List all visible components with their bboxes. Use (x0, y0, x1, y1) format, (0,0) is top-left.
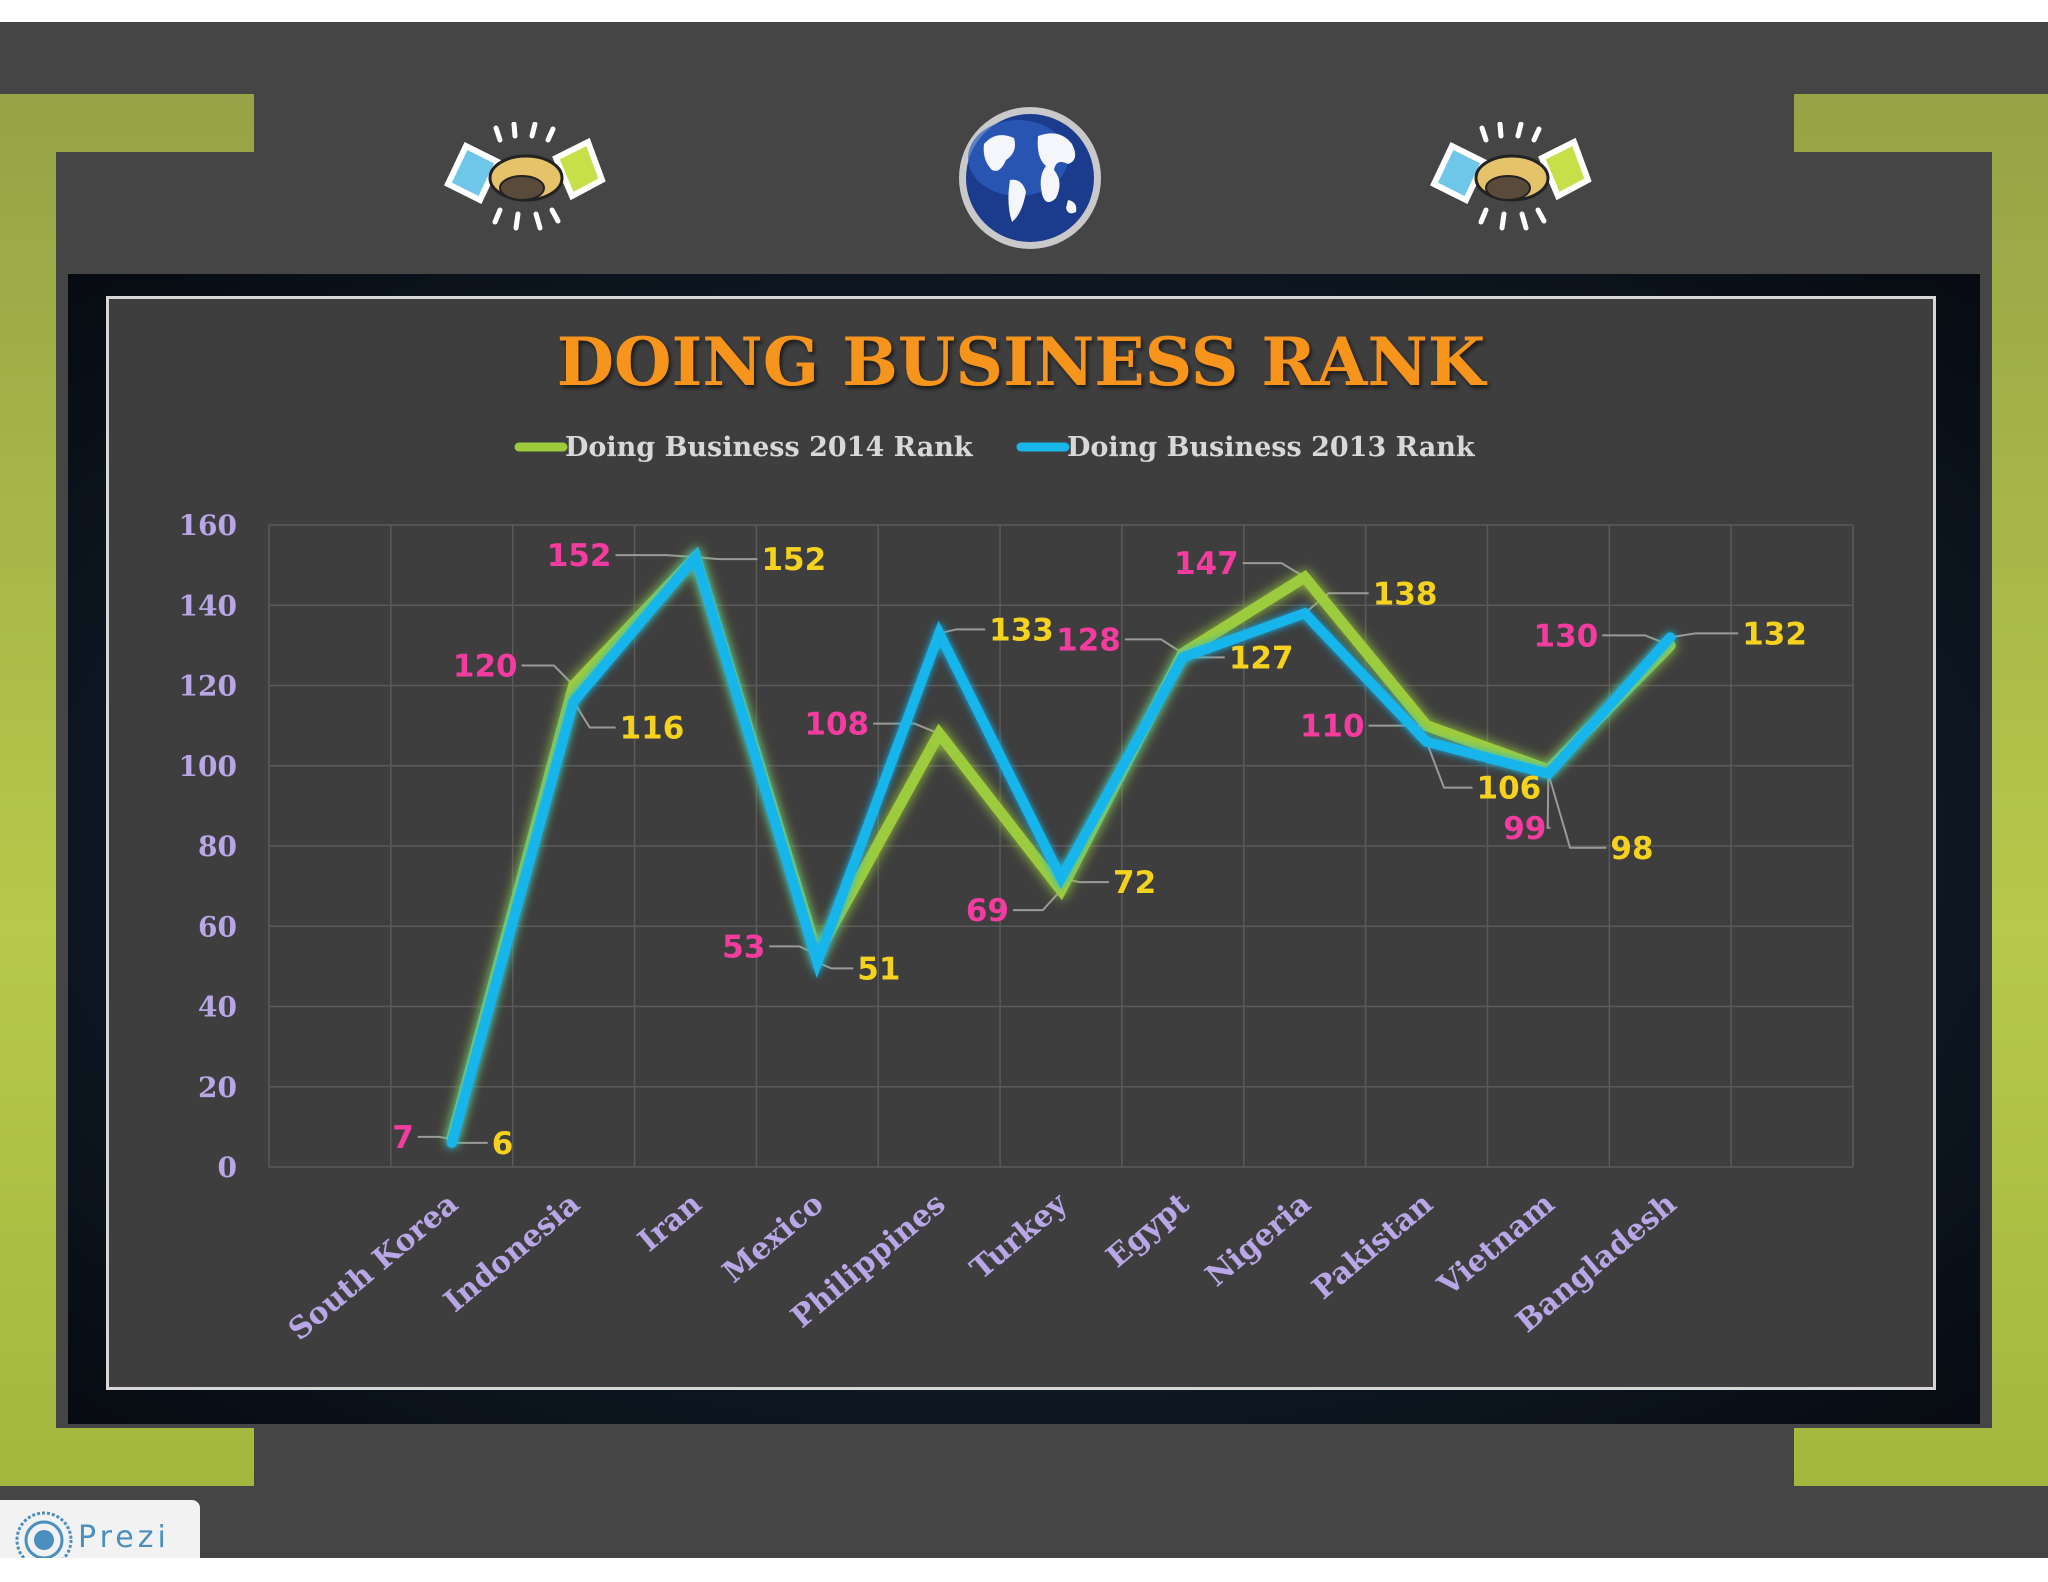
data-label-2014: 120 (453, 649, 518, 685)
handshake-icon (1426, 121, 1596, 242)
leader-line (1304, 592, 1369, 615)
data-label-2013: 98 (1610, 831, 1653, 867)
globe-icon (956, 104, 1104, 252)
leader-line (572, 701, 616, 729)
x-tick-label: South Korea (282, 1186, 465, 1347)
leader-line (1013, 889, 1062, 912)
data-label-2013: 132 (1742, 616, 1807, 652)
bottom-strip (0, 1558, 2048, 1582)
prezi-badge[interactable]: Prezi (0, 1500, 200, 1558)
leader-line (521, 664, 575, 687)
data-label-2014: 128 (1056, 622, 1121, 658)
leader-line (1124, 638, 1184, 655)
y-tick-label: 140 (179, 589, 237, 622)
x-tick-label: Iran (632, 1186, 709, 1259)
leader-line (1425, 741, 1473, 789)
legend-label: Doing Business 2014 Rank (565, 432, 974, 463)
data-label-2014: 108 (804, 707, 869, 743)
data-label-2014: 147 (1174, 546, 1239, 582)
x-tick-label: Nigeria (1199, 1186, 1318, 1294)
chart-title: DOING BUSINESS RANK (557, 323, 1488, 401)
data-label-2013: 51 (857, 951, 900, 987)
leader-line (816, 961, 854, 970)
data-label-2014: 152 (547, 538, 612, 574)
data-label-2014: 7 (392, 1120, 414, 1156)
leader-line (938, 628, 986, 635)
x-tick-label: Turkey (964, 1185, 1075, 1286)
y-tick-label: 100 (179, 750, 237, 783)
data-label-2014: 69 (966, 893, 1009, 929)
data-label-2013: 106 (1477, 771, 1542, 807)
prezi-label: Prezi (78, 1520, 170, 1555)
prezi-slide: DOING BUSINESS RANK Doing Business 2014 … (0, 22, 2048, 1558)
data-label-2013: 138 (1373, 576, 1438, 612)
y-tick-label: 20 (198, 1071, 237, 1104)
line-chart: DOING BUSINESS RANK Doing Business 2014 … (179, 323, 1854, 1348)
data-label-2013: 127 (1229, 640, 1294, 676)
chart-panel: DOING BUSINESS RANK Doing Business 2014 … (68, 274, 1980, 1424)
leader-line (1547, 773, 1607, 849)
data-label-2014: 99 (1503, 811, 1546, 847)
legend-label: Doing Business 2013 Rank (1067, 432, 1476, 463)
leader-line (615, 554, 696, 559)
chart-area: DOING BUSINESS RANK Doing Business 2014 … (106, 296, 1936, 1390)
data-label-2013: 133 (989, 612, 1054, 648)
y-tick-label: 40 (198, 991, 237, 1024)
y-tick-label: 80 (198, 830, 237, 863)
x-tick-label: Egypt (1100, 1186, 1196, 1275)
leader-line (1546, 769, 1551, 829)
y-tick-label: 120 (179, 670, 237, 703)
x-tick-label: Pakistan (1306, 1186, 1440, 1306)
leader-line (1670, 632, 1739, 639)
handshake-icon (440, 121, 610, 242)
x-tick-label: Mexico (716, 1186, 830, 1290)
data-label-2014: 130 (1534, 618, 1599, 654)
data-label-2013: 116 (620, 711, 685, 747)
leader-line (873, 722, 940, 735)
data-label-2014: 53 (722, 929, 765, 965)
data-label-2013: 152 (761, 542, 826, 578)
data-label-2013: 72 (1113, 865, 1156, 901)
data-label-2014: 110 (1300, 709, 1365, 745)
y-tick-label: 0 (218, 1151, 237, 1184)
leader-line (1242, 562, 1306, 579)
prezi-logo-icon (15, 1511, 73, 1558)
series-line-2013 (446, 546, 1676, 1148)
x-tick-label: Indonesia (438, 1186, 587, 1319)
y-tick-label: 160 (179, 509, 237, 542)
y-tick-label: 60 (198, 910, 237, 943)
data-label-2013: 6 (492, 1126, 514, 1162)
leader-line (695, 556, 758, 561)
